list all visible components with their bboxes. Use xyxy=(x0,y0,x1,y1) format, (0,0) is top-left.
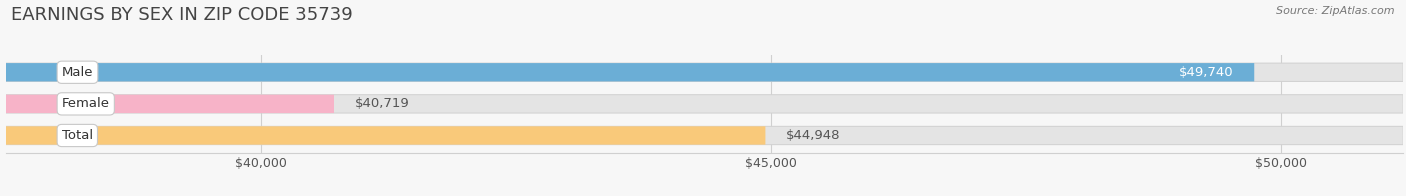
Text: $44,948: $44,948 xyxy=(786,129,841,142)
FancyBboxPatch shape xyxy=(6,63,1254,81)
FancyBboxPatch shape xyxy=(6,126,765,145)
FancyBboxPatch shape xyxy=(6,95,335,113)
FancyBboxPatch shape xyxy=(6,126,1403,145)
FancyBboxPatch shape xyxy=(6,95,1403,113)
Text: Male: Male xyxy=(62,66,93,79)
Text: $40,719: $40,719 xyxy=(354,97,409,110)
Text: Female: Female xyxy=(62,97,110,110)
Text: Source: ZipAtlas.com: Source: ZipAtlas.com xyxy=(1277,6,1395,16)
FancyBboxPatch shape xyxy=(6,63,1403,81)
Text: EARNINGS BY SEX IN ZIP CODE 35739: EARNINGS BY SEX IN ZIP CODE 35739 xyxy=(11,6,353,24)
Text: Total: Total xyxy=(62,129,93,142)
Text: $49,740: $49,740 xyxy=(1180,66,1234,79)
